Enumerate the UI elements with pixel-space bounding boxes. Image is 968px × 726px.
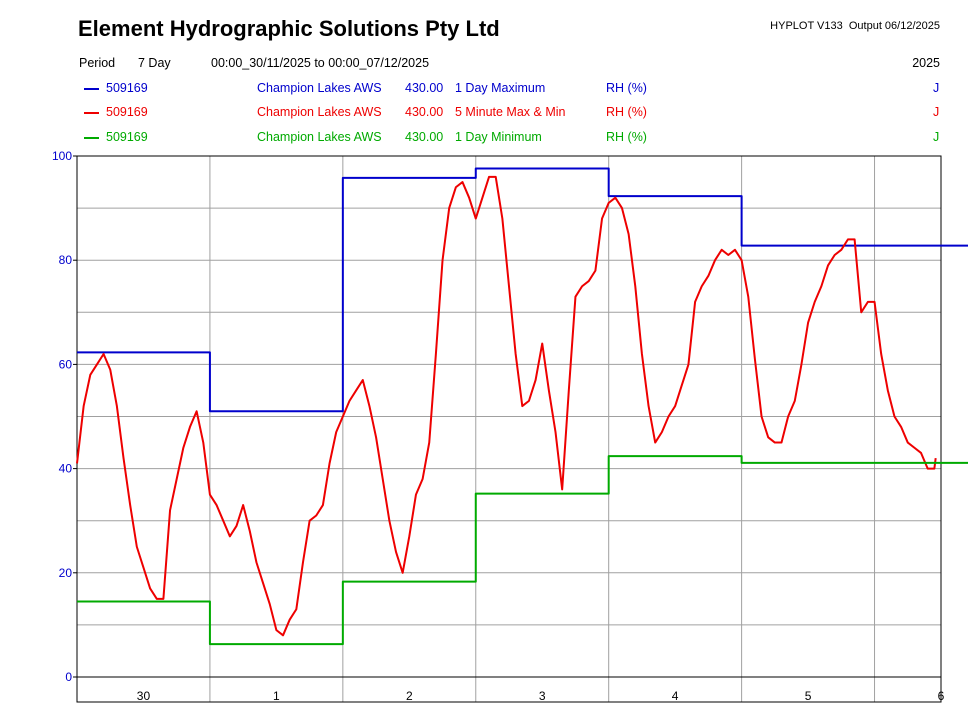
legend-swatch <box>84 137 99 139</box>
legend-site: 509169 <box>106 105 148 119</box>
legend-swatch <box>84 112 99 114</box>
y-tick-label: 20 <box>59 566 73 580</box>
x-tick-label: 5 <box>805 689 812 703</box>
legend-units: RH (%) <box>606 105 647 119</box>
legend-flag: J <box>933 81 940 95</box>
legend-statistic: 1 Day Maximum <box>455 81 546 95</box>
legend-site: 509169 <box>106 130 148 144</box>
x-tick-label: 30 <box>137 689 151 703</box>
year-label: 2025 <box>912 56 940 70</box>
program-version: HYPLOT V133 <box>770 20 843 32</box>
legend-code: 430.00 <box>405 130 444 144</box>
x-tick-label: 2 <box>406 689 413 703</box>
x-tick-label: 4 <box>672 689 679 703</box>
legend-flag: J <box>933 105 940 119</box>
legend-code: 430.00 <box>405 81 444 95</box>
plot-frame <box>76 155 942 703</box>
legend-station: Champion Lakes AWS <box>257 81 382 95</box>
legend: 509169 Champion Lakes AWS 430.00 1 Day M… <box>0 0 968 160</box>
legend-swatch <box>84 88 99 90</box>
legend-flag: J <box>933 130 940 144</box>
series-line-1-day-maximum <box>77 167 968 413</box>
period-range: 00:00_30/11/2025 to 00:00_07/12/2025 <box>211 56 430 70</box>
x-tick-label: 3 <box>539 689 546 703</box>
output-date: Output 06/12/2025 <box>848 20 940 32</box>
y-tick-label: 0 <box>65 670 72 684</box>
legend-statistic: 1 Day Minimum <box>455 130 542 144</box>
series-line-1-day-minimum <box>77 455 968 646</box>
y-tick-label: 40 <box>59 462 73 476</box>
series-line-5-minute-max-min <box>76 175 937 637</box>
y-tick-label: 60 <box>59 357 73 371</box>
legend-station: Champion Lakes AWS <box>257 130 382 144</box>
x-tick-label: 1 <box>273 689 280 703</box>
legend-site: 509169 <box>106 81 148 95</box>
legend-station: Champion Lakes AWS <box>257 105 382 119</box>
legend-units: RH (%) <box>606 81 647 95</box>
chart-title: Element Hydrographic Solutions Pty Ltd <box>78 16 500 41</box>
legend-code: 430.00 <box>405 105 444 119</box>
legend-statistic: 5 Minute Max & Min <box>455 105 566 119</box>
legend-units: RH (%) <box>606 130 647 144</box>
program-output: HYPLOT V133 Output 06/12/2025 <box>770 20 940 32</box>
period-label: Period <box>79 56 116 70</box>
y-tick-label: 80 <box>59 253 73 267</box>
y-tick-label: 100 <box>52 149 72 163</box>
x-tick-label: 6 <box>938 689 945 703</box>
period-value: 7 Day <box>138 56 171 70</box>
